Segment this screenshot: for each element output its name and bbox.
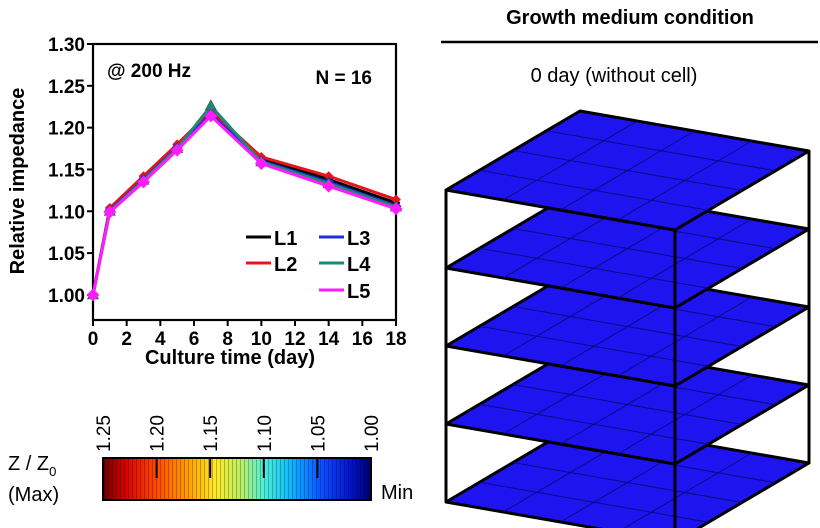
colorbar-tick-label: 1.05 [308,415,329,452]
colorbar-min-label: Min [381,482,413,504]
x-tick-label: 12 [284,329,305,350]
x-tick-label: 14 [318,329,340,350]
colorbar-label-main: Z / Z [8,453,49,475]
data-point [254,157,268,171]
legend: L1 L2 L3 L4 L5 [246,228,371,303]
grid-line [617,296,753,377]
y-tick-label: 1.25 [48,77,85,98]
stack-title: Growth medium condition [506,7,754,29]
y-tick-label: 1.20 [48,119,85,140]
x-tick-label: 6 [189,329,200,350]
x-tick-label: 0 [88,329,99,350]
x-tick-label: 16 [352,329,373,350]
y-tick-label: 1.05 [48,244,85,265]
data-point [322,179,336,193]
grid-line [617,218,753,299]
stack-subtitle: 0 day (without cell) [531,65,698,87]
series-line-l5 [91,114,397,296]
legend-label-l4: L4 [347,254,371,276]
legend-label-l3: L3 [347,228,370,250]
frequency-annotation: @ 200 Hz [107,61,191,82]
data-point [389,202,403,216]
grid-line [617,140,753,221]
data-point [137,175,150,189]
colorbar-tick-label: 1.20 [148,415,169,452]
colorbar-tick-label: 1.15 [201,415,222,452]
colorbar-ticks: 1.25 1.20 1.15 1.10 1.05 1.00 [94,415,383,478]
layer-1 [444,109,811,232]
colorbar-frame [102,457,372,501]
line-chart: 1.00 1.05 1.10 1.15 1.20 1.25 1.30 0 2 4 6 8 10 12 14… [7,35,407,369]
y-tick-label: 1.00 [48,286,85,307]
data-point [86,288,100,302]
x-tick-label: 18 [385,329,406,350]
grid-line [512,384,743,425]
layer-stack: Growth medium condition 0 day (without c… [441,7,818,528]
x-tick-label: 10 [251,329,272,350]
y-axis-label: Relative impedance [7,88,29,275]
colorbar-label: Z / Z0 [8,453,56,479]
data-point [170,143,184,157]
grid-line [546,130,776,172]
series-group [86,99,403,302]
plot-frame [91,42,398,322]
y-tick-label: 1.30 [48,35,85,56]
data-point [204,99,217,111]
stack-layers [444,109,811,528]
colorbar-stripes [103,458,371,500]
colorbar-tick-label: 1.10 [255,415,276,452]
colorbar-label-subscript: 0 [49,464,56,479]
colorbar-max-label: (Max) [8,484,59,506]
colorbar: 1.25 1.20 1.15 1.10 1.05 1.00 Z / Z0 (Max) Mi… [8,415,413,506]
y-axis-ticks: 1.00 1.05 1.10 1.15 1.20 1.25 1.30 [48,35,93,307]
colorbar-tick-label: 1.00 [362,415,383,452]
x-tick-label: 4 [155,329,166,350]
legend-label-l1: L1 [274,228,297,250]
y-tick-label: 1.10 [48,202,85,223]
layer-3 [444,265,811,388]
colorbar-tick-label: 1.25 [94,415,115,452]
x-axis-ticks: 0 2 4 6 8 10 12 14 16 18 [88,320,407,350]
grid-line [623,452,753,528]
grid-line [512,306,743,347]
data-point [103,205,117,219]
sample-count-annotation: N = 16 [315,68,372,89]
legend-label-l2: L2 [274,254,297,276]
legend-label-l5: L5 [347,281,370,303]
grid-line [617,374,753,455]
x-tick-label: 8 [222,329,233,350]
x-tick-label: 2 [121,329,132,350]
layer-2 [444,187,811,310]
grid-line [512,462,743,503]
y-tick-label: 1.15 [48,160,85,181]
x-axis-label: Culture time (day) [145,347,315,369]
grid-line [512,228,743,269]
grid-line [512,150,743,191]
data-point [204,109,218,123]
